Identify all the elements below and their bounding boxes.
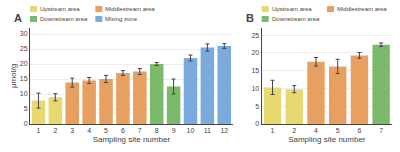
svg-text:12: 12 bbox=[220, 127, 228, 134]
svg-text:7: 7 bbox=[379, 127, 383, 134]
svg-text:Downstream area: Downstream area bbox=[272, 16, 320, 22]
svg-text:Sampling site number: Sampling site number bbox=[93, 135, 171, 144]
svg-text:6: 6 bbox=[357, 127, 361, 134]
svg-text:25: 25 bbox=[251, 32, 259, 39]
svg-text:A: A bbox=[14, 12, 22, 24]
svg-text:9: 9 bbox=[172, 127, 176, 134]
svg-text:10: 10 bbox=[187, 127, 195, 134]
svg-text:B: B bbox=[246, 12, 254, 24]
svg-text:Upstream area: Upstream area bbox=[40, 6, 80, 12]
svg-text:μmol/g: μmol/g bbox=[9, 64, 18, 88]
svg-text:1: 1 bbox=[36, 127, 40, 134]
svg-text:4: 4 bbox=[87, 127, 91, 134]
svg-text:25: 25 bbox=[20, 45, 28, 52]
svg-text:3: 3 bbox=[70, 127, 74, 134]
svg-text:7: 7 bbox=[138, 127, 142, 134]
svg-text:Mixing zone: Mixing zone bbox=[105, 16, 138, 22]
svg-text:5: 5 bbox=[255, 103, 259, 110]
svg-text:Middlestream area: Middlestream area bbox=[337, 6, 387, 12]
svg-text:2: 2 bbox=[292, 127, 296, 134]
svg-text:8: 8 bbox=[155, 127, 159, 134]
svg-text:Sampling site number: Sampling site number bbox=[288, 135, 366, 144]
svg-text:1: 1 bbox=[271, 127, 275, 134]
svg-text:Downstream area: Downstream area bbox=[40, 16, 88, 22]
svg-text:4: 4 bbox=[314, 127, 318, 134]
svg-text:15: 15 bbox=[20, 75, 28, 82]
svg-text:Upstream area: Upstream area bbox=[272, 6, 312, 12]
svg-text:5: 5 bbox=[104, 127, 108, 134]
svg-text:30: 30 bbox=[20, 30, 28, 37]
svg-text:20: 20 bbox=[251, 49, 259, 56]
svg-text:0: 0 bbox=[24, 120, 28, 127]
svg-text:10: 10 bbox=[20, 90, 28, 97]
svg-text:6: 6 bbox=[121, 127, 125, 134]
svg-text:15: 15 bbox=[251, 67, 259, 74]
svg-text:10: 10 bbox=[251, 85, 259, 92]
svg-text:20: 20 bbox=[20, 60, 28, 67]
svg-text:0: 0 bbox=[255, 120, 259, 127]
svg-text:5: 5 bbox=[336, 127, 340, 134]
svg-text:11: 11 bbox=[204, 127, 211, 134]
svg-text:2: 2 bbox=[53, 127, 57, 134]
svg-text:5: 5 bbox=[24, 105, 28, 112]
svg-text:Middlestream area: Middlestream area bbox=[105, 6, 155, 12]
